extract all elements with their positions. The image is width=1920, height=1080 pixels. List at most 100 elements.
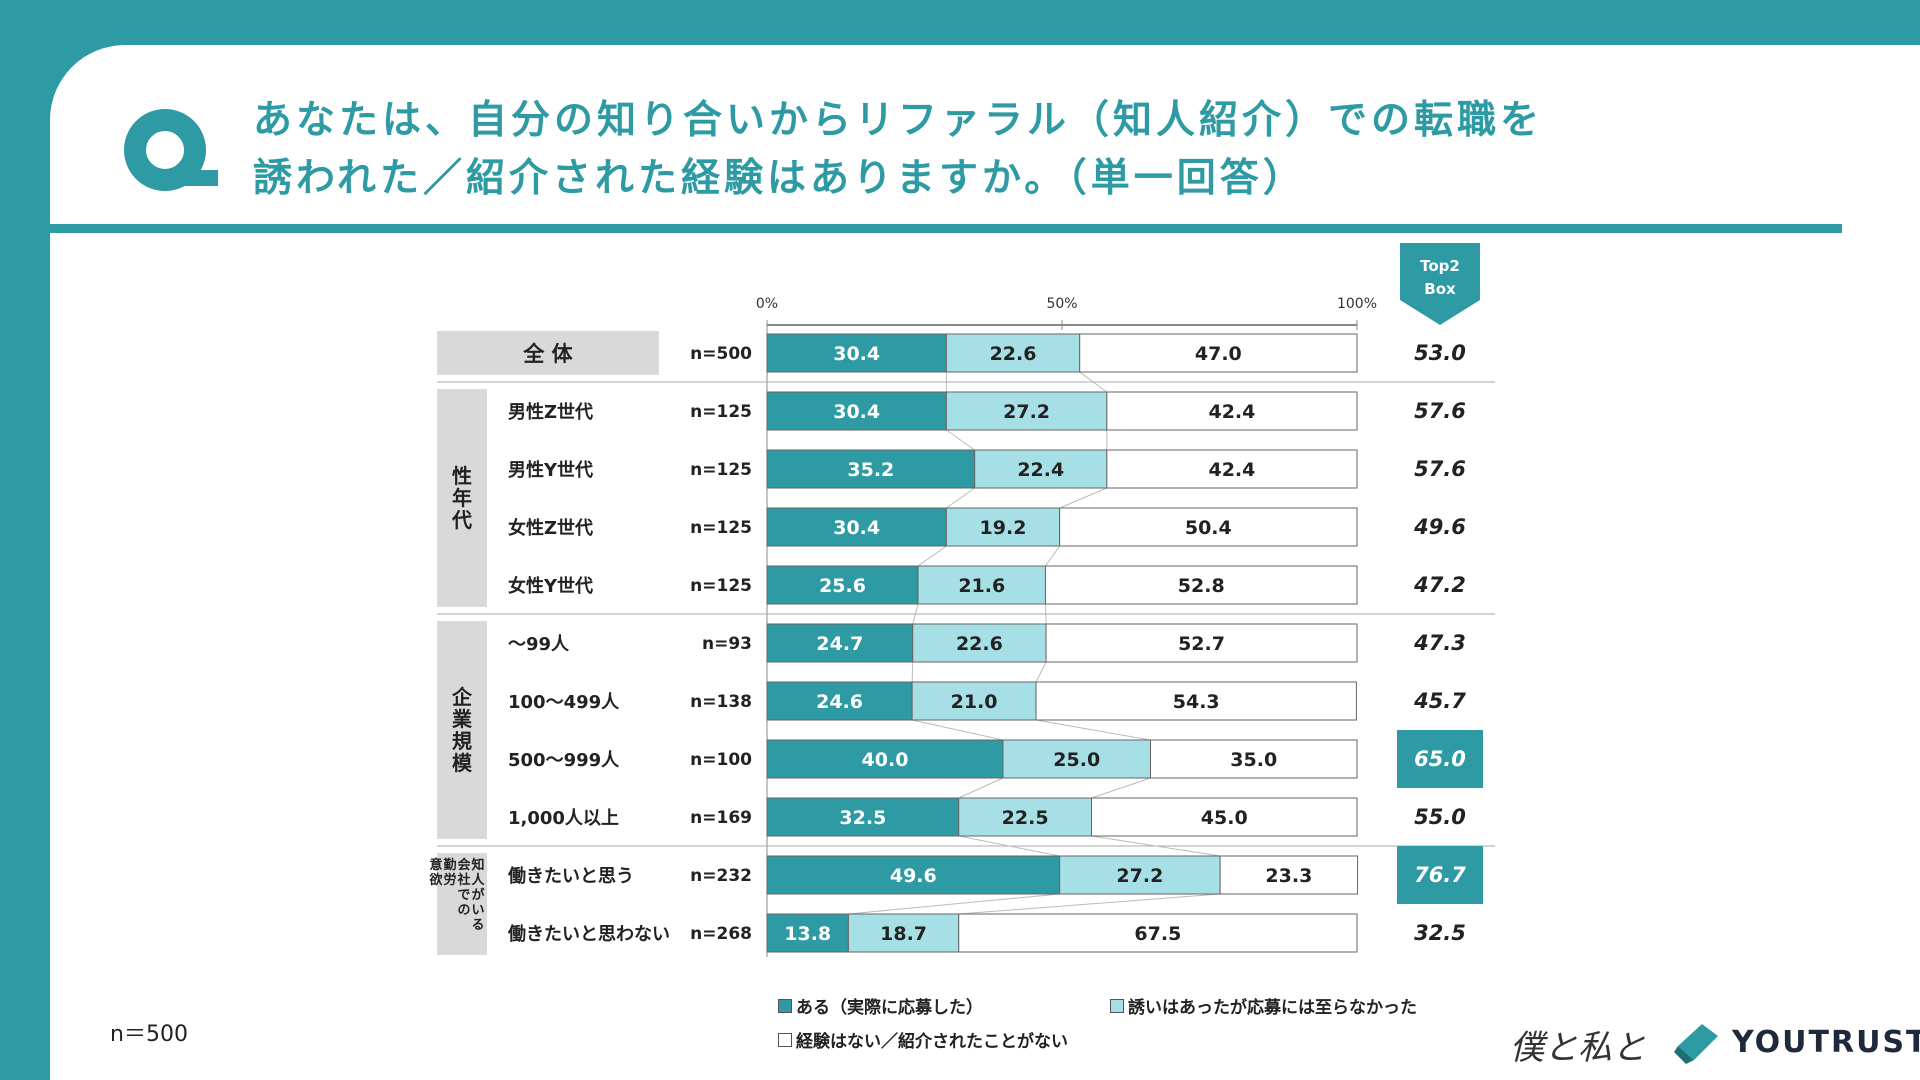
legend-item-none: 経験はない／紹介されたことがない [778,1027,1068,1052]
bar-segment [1002,739,1151,779]
bar-value-label: 35.0 [1230,749,1277,771]
x-tick-label: 0% [756,296,778,312]
bar-segment [766,449,976,489]
bar-value-label: 19.2 [980,517,1027,539]
sample-size-label: n=500 [690,344,752,364]
question-title-line-2: 誘われた／紹介された経験はありますか。（単一回答） [253,156,1306,201]
group-label-char: 知 [471,857,484,873]
legend-swatch-none [778,1032,792,1047]
content-card [50,45,1920,1080]
group-label-char: で [457,888,470,903]
category-label: 女性Y世代 [508,575,593,597]
connector-line [946,487,975,509]
group-label-char: の [457,903,470,918]
connector-line [946,429,975,451]
bar-value-label: 54.3 [1173,691,1220,713]
connector-line [917,545,947,567]
sample-size-label: n=125 [690,576,752,596]
top2-header-line-2: Box [1424,280,1456,298]
bar-value-label: 22.4 [1017,459,1064,481]
connector-line [1059,487,1108,509]
group-label-char: 欲 [428,872,442,888]
bar-value-label: 30.4 [833,401,880,423]
bar-segment [911,681,1037,721]
bar-value-label: 30.4 [833,343,880,365]
group-label-char: い [471,903,484,918]
youtrust-logo-text: YOUTRUST [1732,1025,1920,1060]
bar-value-label: 25.6 [819,575,866,597]
sample-size-label: n=100 [690,750,752,770]
bar-segment [974,449,1108,489]
group-label-char: 模 [452,751,473,775]
bar-segment [766,681,913,721]
top2-highlight-box [1397,730,1483,788]
bar-segment [917,565,1046,605]
connector-line [1079,371,1108,393]
legend-label-none: 経験はない／紹介されたことがない [796,1032,1068,1052]
bar-value-label: 47.0 [1195,343,1242,365]
bar-segment [766,507,947,547]
group-label-char: 年 [452,486,472,510]
bar-segment [1150,739,1358,779]
script-logo: 僕と私と [1510,1028,1646,1068]
bar-segment [766,739,1004,779]
bar-value-label: 32.5 [839,807,886,829]
group-label-box [437,621,487,839]
sample-size-label: n=232 [690,866,752,886]
connector-line [1035,661,1047,683]
q-icon [124,109,218,191]
category-label: 男性Z世代 [508,401,593,423]
category-label: 男性Y世代 [508,459,593,481]
bar-value-label: 22.6 [990,343,1037,365]
top2-value-label: 76.7 [1414,863,1466,887]
connector-line [848,893,1060,915]
top2-value-label: 47.2 [1413,573,1466,597]
bar-segment [1079,333,1358,373]
legend-swatch-applied [778,998,792,1013]
group-label-box [437,331,659,375]
top2-value-label: 53.0 [1414,341,1466,365]
bar-segment [1219,855,1359,895]
sample-size-label: n=125 [690,460,752,480]
sample-size-label: n=125 [690,402,752,422]
category-label: 〜99人 [508,634,570,655]
top2-header-line-1: Top2 [1420,257,1460,275]
top2-value-label: 65.0 [1414,747,1466,771]
bar-value-label: 21.0 [951,691,998,713]
group-label-char: 社 [456,872,470,888]
bar-segment [766,797,960,837]
bar-segment [912,623,1047,663]
connector-line [1035,719,1151,741]
bar-value-label: 50.4 [1185,517,1232,539]
top2-value-label: 45.7 [1413,689,1466,713]
bar-segment [1106,449,1358,489]
sample-size-note: n＝500 [110,1022,188,1047]
group-label-box [437,389,487,607]
category-label: 女性Z世代 [508,517,593,539]
bar-value-label: 23.3 [1265,865,1312,887]
bar-segment [1106,391,1358,431]
bar-value-label: 24.6 [816,691,863,713]
bar-value-label: 52.7 [1178,633,1225,655]
top2-header-ribbon [1400,243,1480,325]
bar-value-label: 45.0 [1201,807,1248,829]
bar-segment [766,913,849,953]
connector-line [1045,545,1061,567]
group-label-char: 労 [443,872,456,888]
bar-segment [766,333,947,373]
top2-value-label: 57.6 [1414,457,1466,481]
bar-value-label: 52.8 [1178,575,1225,597]
bar-value-label: 22.5 [1002,807,1049,829]
category-label: 100〜499人 [508,692,620,713]
connector-line [958,893,1221,915]
bar-value-label: 21.6 [958,575,1005,597]
bar-value-label: 40.0 [862,749,909,771]
bar-segment [1091,797,1358,837]
sample-size-label: n=93 [702,634,752,654]
connector-line [958,835,1060,857]
legend-label-invited: 誘いはあったが応募には至らなかった [1128,998,1417,1018]
bar-value-label: 13.8 [784,923,831,945]
category-label: 働きたいと思う [507,865,634,887]
bar-segment [958,797,1092,837]
